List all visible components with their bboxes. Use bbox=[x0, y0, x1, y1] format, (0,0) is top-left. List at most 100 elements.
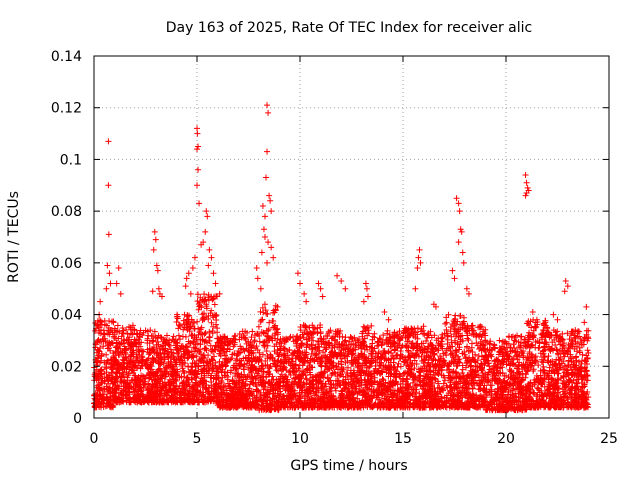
data-point bbox=[174, 340, 181, 347]
data-point bbox=[172, 376, 179, 383]
data-point bbox=[443, 319, 450, 326]
data-point bbox=[138, 353, 145, 360]
data-point bbox=[226, 346, 233, 353]
data-point bbox=[132, 340, 139, 347]
data-point bbox=[195, 306, 202, 313]
data-point bbox=[105, 345, 112, 352]
data-point bbox=[114, 374, 121, 381]
data-point bbox=[138, 388, 145, 395]
data-point bbox=[245, 401, 252, 408]
data-point bbox=[127, 352, 134, 359]
data-point bbox=[170, 386, 177, 393]
data-point bbox=[139, 373, 146, 380]
data-point bbox=[256, 332, 263, 339]
data-point bbox=[194, 298, 201, 305]
data-point bbox=[235, 350, 242, 357]
data-point bbox=[218, 369, 225, 376]
data-point bbox=[197, 346, 204, 353]
data-point bbox=[173, 398, 180, 405]
data-point bbox=[148, 333, 155, 340]
data-point bbox=[106, 384, 113, 391]
data-point bbox=[114, 344, 121, 351]
data-point bbox=[192, 374, 199, 381]
data-point bbox=[263, 310, 270, 317]
data-point bbox=[135, 339, 142, 346]
data-point bbox=[95, 385, 102, 392]
data-point bbox=[211, 353, 218, 360]
data-point bbox=[167, 346, 174, 353]
data-point bbox=[114, 399, 121, 406]
data-point bbox=[160, 351, 167, 358]
data-point bbox=[185, 387, 192, 394]
data-point bbox=[113, 385, 120, 392]
data-point bbox=[142, 360, 149, 367]
data-point bbox=[234, 356, 241, 363]
data-point bbox=[175, 332, 182, 339]
data-point bbox=[251, 338, 258, 345]
data-point bbox=[249, 358, 256, 365]
data-point bbox=[140, 329, 147, 336]
data-point bbox=[212, 381, 219, 388]
data-point bbox=[190, 352, 197, 359]
data-point bbox=[184, 313, 191, 320]
chart-title: Day 163 of 2025, Rate Of TEC Index for r… bbox=[166, 20, 532, 36]
data-point bbox=[196, 302, 203, 309]
data-point bbox=[221, 349, 228, 356]
data-point bbox=[224, 393, 231, 400]
data-point bbox=[205, 398, 212, 405]
data-point bbox=[146, 340, 153, 347]
data-point bbox=[104, 339, 111, 346]
data-point bbox=[139, 354, 146, 361]
data-point bbox=[165, 353, 172, 360]
data-point bbox=[126, 399, 133, 406]
data-point bbox=[102, 364, 109, 371]
data-point bbox=[236, 386, 243, 393]
data-point bbox=[179, 359, 186, 366]
data-point bbox=[223, 390, 230, 397]
data-point bbox=[97, 370, 104, 377]
data-point bbox=[174, 388, 181, 395]
data-point bbox=[119, 359, 126, 366]
data-point bbox=[189, 376, 196, 383]
data-point bbox=[205, 360, 212, 367]
data-point bbox=[249, 328, 256, 335]
data-point bbox=[99, 375, 106, 382]
data-point bbox=[172, 336, 179, 343]
data-point bbox=[185, 399, 192, 406]
data-point bbox=[125, 370, 132, 377]
data-point bbox=[151, 328, 158, 335]
data-point bbox=[137, 365, 144, 372]
data-point bbox=[169, 336, 176, 343]
data-point bbox=[206, 358, 213, 365]
data-point bbox=[235, 370, 242, 377]
data-point bbox=[120, 336, 127, 343]
data-point bbox=[121, 346, 128, 353]
data-point bbox=[94, 354, 101, 361]
data-point bbox=[213, 312, 220, 319]
data-point bbox=[164, 354, 171, 361]
data-point bbox=[244, 329, 251, 336]
data-point bbox=[248, 350, 255, 357]
data-point bbox=[225, 396, 232, 403]
data-point bbox=[106, 317, 113, 324]
data-point bbox=[198, 324, 205, 331]
data-point bbox=[236, 363, 243, 370]
data-point bbox=[203, 385, 210, 392]
data-point bbox=[105, 377, 112, 384]
data-point bbox=[198, 375, 205, 382]
data-point bbox=[202, 329, 209, 336]
data-point bbox=[238, 334, 245, 341]
data-point bbox=[158, 372, 165, 379]
data-point bbox=[475, 353, 482, 360]
data-point bbox=[256, 338, 263, 345]
data-point bbox=[145, 380, 152, 387]
data-point bbox=[209, 367, 216, 374]
data-point bbox=[199, 296, 206, 303]
data-point bbox=[92, 369, 99, 376]
data-point bbox=[209, 346, 216, 353]
data-point bbox=[114, 340, 121, 347]
data-point bbox=[231, 333, 238, 340]
data-point bbox=[122, 354, 129, 361]
data-point bbox=[180, 348, 187, 355]
data-point bbox=[116, 328, 123, 335]
